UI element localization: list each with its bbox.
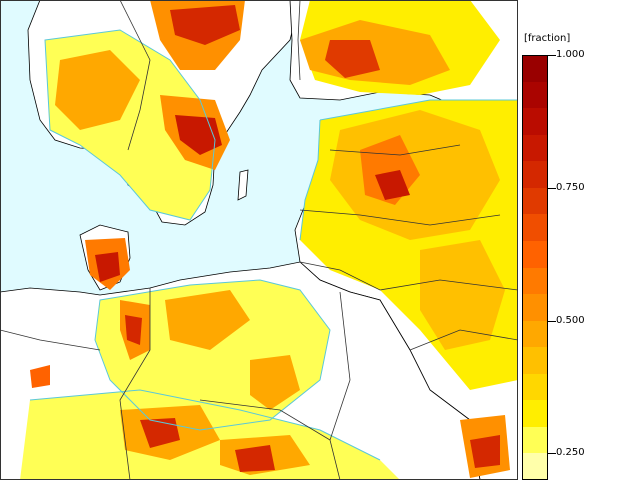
legend-color-segment [522, 400, 548, 427]
legend-color-segment [522, 81, 548, 109]
fraction-map [0, 0, 518, 480]
legend-tick-label: 0.500 [556, 314, 585, 326]
legend-tick [548, 453, 556, 455]
legend-color-segment [522, 240, 548, 268]
legend-color-segment [522, 294, 548, 321]
legend-color-segment [522, 187, 548, 215]
low-contours [29, 29, 518, 461]
legend-unit-label: [fraction] [524, 33, 571, 44]
legend-tick [548, 55, 556, 56]
legend-color-segment [522, 108, 548, 135]
legend-tick-label: 0.750 [556, 181, 585, 193]
country-borders [0, 0, 518, 480]
legend-color-segment [522, 267, 548, 295]
legend-color-segment [522, 134, 548, 162]
legend-tick-label: 0.250 [556, 447, 585, 459]
legend-color-bar [522, 55, 548, 480]
legend-bar-outline [522, 55, 548, 480]
gotland-island [237, 169, 249, 201]
legend-color-segment [522, 426, 548, 454]
legend-color-segment [522, 214, 548, 241]
legend-color-segment [522, 161, 548, 188]
legend-tick-label: 1.000 [556, 49, 585, 60]
legend-color-segment [522, 55, 548, 82]
legend: [fraction] 1.000 0.750 0.500 0.250 [518, 0, 640, 480]
legend-color-segment [522, 373, 548, 401]
legend-tick [548, 320, 556, 322]
legend-color-segment [522, 347, 548, 374]
legend-color-segment [522, 453, 548, 480]
legend-color-segment [522, 320, 548, 348]
legend-tick [548, 187, 556, 189]
